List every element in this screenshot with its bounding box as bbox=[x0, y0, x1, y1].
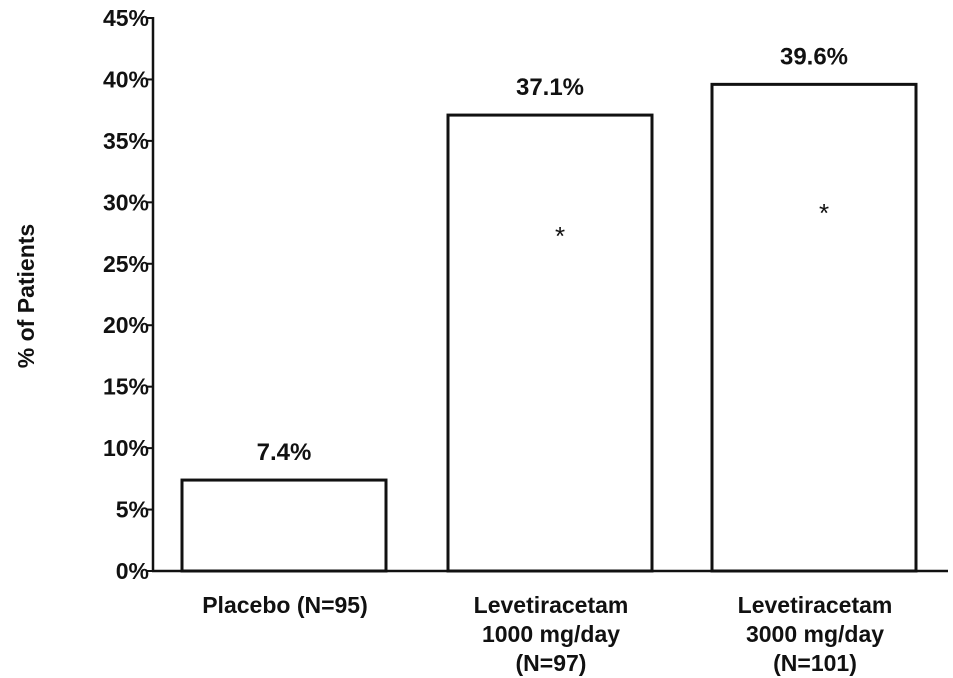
category-label: Placebo (N=95) bbox=[202, 592, 368, 618]
bar bbox=[446, 113, 654, 573]
y-tick-label: 15% bbox=[103, 374, 149, 400]
data-labels: 7.4% 37.1% * 39.6% * bbox=[257, 43, 848, 466]
significance-marker: * bbox=[555, 221, 565, 251]
category-labels: Placebo (N=95) Levetiracetam 1000 mg/day (N… bbox=[202, 592, 892, 676]
y-tick-label: 40% bbox=[103, 66, 149, 92]
y-tick-label: 35% bbox=[103, 128, 149, 154]
y-tick-label: 45% bbox=[103, 5, 149, 31]
y-tick-label: 30% bbox=[103, 189, 149, 215]
y-tick-label: 0% bbox=[116, 558, 149, 584]
bar bbox=[180, 478, 388, 573]
category-label: Levetiracetam bbox=[474, 592, 629, 618]
category-label: (N=97) bbox=[516, 650, 587, 676]
y-tick-label: 10% bbox=[103, 435, 149, 461]
y-tick-label: 20% bbox=[103, 312, 149, 338]
bar bbox=[710, 82, 918, 573]
data-label: 37.1% bbox=[516, 74, 584, 101]
category-label: 1000 mg/day bbox=[482, 621, 620, 647]
y-tick-label: 5% bbox=[116, 497, 149, 523]
category-label: 3000 mg/day bbox=[746, 621, 884, 647]
y-tick-label: 25% bbox=[103, 251, 149, 277]
bars bbox=[180, 82, 918, 573]
y-axis-ticks: 0% 5% 10% 15% 20% 25% 30% 35% 40% 45% bbox=[103, 5, 153, 584]
y-axis-label: % of Patients bbox=[13, 224, 39, 368]
data-label: 7.4% bbox=[257, 439, 312, 466]
data-label: 39.6% bbox=[780, 43, 848, 70]
category-label: (N=101) bbox=[773, 650, 857, 676]
significance-marker: * bbox=[819, 198, 829, 228]
category-label: Levetiracetam bbox=[738, 592, 893, 618]
